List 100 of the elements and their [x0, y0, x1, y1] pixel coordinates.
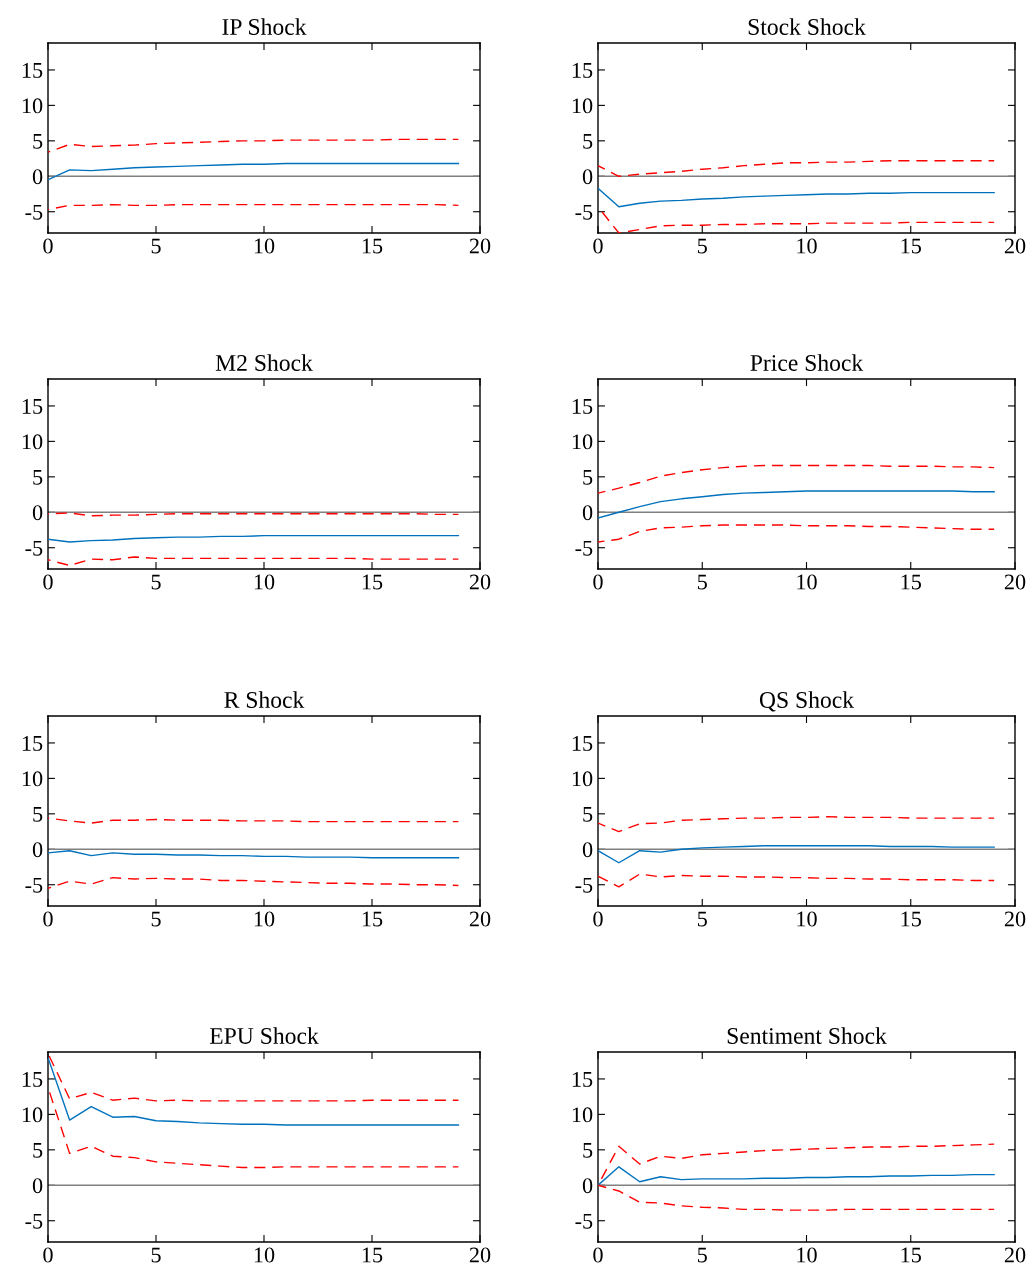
y-tick-label: 5	[583, 133, 593, 149]
y-tick-label: -5	[575, 204, 593, 220]
x-tick-label: 5	[697, 911, 707, 927]
y-tick-label: 0	[582, 842, 593, 858]
x-tick-label: 10	[254, 1247, 275, 1263]
chart-title: R Shock	[224, 691, 305, 708]
line-series	[48, 556, 460, 567]
x-tick-label: 20	[1004, 911, 1026, 927]
chart-title: EPU Shock	[209, 1027, 319, 1044]
y-tick-label: -5	[25, 204, 43, 220]
y-tick-label: 0	[582, 1178, 593, 1194]
line-series	[598, 845, 995, 864]
y-tick-label: 15	[572, 735, 593, 751]
chart-title: M2 Shock	[215, 354, 313, 371]
x-tick-label: 15	[362, 911, 383, 927]
line-series	[598, 524, 995, 543]
line-series	[598, 1166, 995, 1186]
x-tick-label: 0	[593, 238, 603, 254]
line-series	[48, 162, 460, 181]
x-tick-label: 0	[593, 911, 603, 927]
y-tick-label: 15	[22, 735, 43, 751]
chart-title: Sentiment Shock	[727, 1027, 887, 1044]
y-tick-label: 5	[33, 133, 43, 149]
y-tick-label: 5	[583, 1142, 593, 1158]
x-tick-label: 20	[469, 574, 491, 590]
x-tick-label: 0	[43, 911, 53, 927]
chart-title: QS Shock	[759, 691, 855, 712]
y-tick-label: 0	[582, 505, 593, 521]
x-tick-label: 10	[254, 238, 275, 254]
y-tick-label: -5	[575, 540, 593, 556]
x-tick-label: 0	[593, 1247, 603, 1263]
x-tick-label: 5	[697, 238, 707, 254]
chart-title: Price Shock	[750, 354, 864, 371]
line-series	[48, 1056, 460, 1126]
y-tick-label: 5	[33, 1142, 43, 1158]
line-series	[598, 815, 995, 833]
x-tick-label: 15	[901, 574, 921, 590]
y-tick-label: 15	[572, 62, 593, 78]
y-tick-label: 10	[22, 771, 43, 787]
x-tick-label: 20	[1004, 574, 1026, 590]
line-series	[598, 187, 995, 208]
x-tick-label: 10	[254, 911, 275, 927]
line-series	[48, 876, 460, 889]
x-tick-label: 15	[362, 1247, 383, 1263]
y-tick-label: 15	[22, 1071, 43, 1087]
x-tick-label: 0	[593, 574, 603, 590]
y-tick-label: 0	[32, 169, 43, 185]
y-tick-label: 15	[22, 398, 43, 414]
x-tick-label: 5	[151, 574, 161, 590]
y-tick-label: 5	[33, 806, 43, 822]
line-series	[598, 464, 995, 494]
x-tick-label: 20	[469, 911, 491, 927]
x-tick-label: 10	[797, 1247, 817, 1263]
y-tick-label: 15	[572, 1071, 593, 1087]
y-tick-label: 10	[22, 1107, 43, 1123]
line-series	[598, 490, 995, 519]
x-tick-label: 10	[797, 238, 817, 254]
y-tick-label: -5	[25, 540, 43, 556]
x-tick-label: 15	[362, 238, 383, 254]
chart-title: Stock Shock	[748, 18, 866, 35]
y-tick-label: 0	[32, 1178, 43, 1194]
x-tick-label: 0	[43, 238, 53, 254]
x-tick-label: 15	[901, 911, 921, 927]
x-tick-label: 5	[697, 1247, 707, 1263]
chart-title: IP Shock	[222, 18, 307, 35]
y-tick-label: -5	[575, 1213, 593, 1229]
y-tick-label: 10	[572, 1107, 593, 1123]
y-tick-label: 5	[583, 806, 593, 822]
x-tick-label: 15	[901, 238, 921, 254]
y-tick-label: 10	[572, 98, 593, 114]
y-tick-label: 10	[572, 771, 593, 787]
y-tick-label: 0	[582, 169, 593, 185]
x-tick-label: 10	[254, 574, 275, 590]
x-tick-label: 5	[697, 574, 707, 590]
x-tick-label: 10	[797, 911, 817, 927]
line-series	[598, 873, 995, 888]
y-tick-label: 10	[572, 434, 593, 450]
x-tick-label: 10	[797, 574, 817, 590]
line-series	[48, 534, 460, 543]
x-tick-label: 5	[151, 238, 161, 254]
y-tick-label: 15	[22, 62, 43, 78]
line-series	[48, 138, 460, 153]
y-tick-label: 0	[32, 505, 43, 521]
x-tick-label: 20	[1004, 1247, 1026, 1263]
line-series	[48, 850, 460, 859]
y-tick-label: -5	[575, 877, 593, 893]
y-tick-label: 5	[33, 469, 43, 485]
x-tick-label: 5	[151, 1247, 161, 1263]
y-tick-label: 15	[572, 398, 593, 414]
y-tick-label: -5	[25, 877, 43, 893]
x-tick-label: 20	[469, 238, 491, 254]
y-tick-label: 10	[22, 434, 43, 450]
x-tick-label: 20	[469, 1247, 491, 1263]
x-tick-label: 15	[901, 1247, 921, 1263]
y-tick-label: -5	[25, 1213, 43, 1229]
line-series	[598, 159, 995, 177]
x-tick-label: 0	[43, 574, 53, 590]
x-tick-label: 5	[151, 911, 161, 927]
y-tick-label: 10	[22, 98, 43, 114]
y-tick-label: 0	[32, 842, 43, 858]
